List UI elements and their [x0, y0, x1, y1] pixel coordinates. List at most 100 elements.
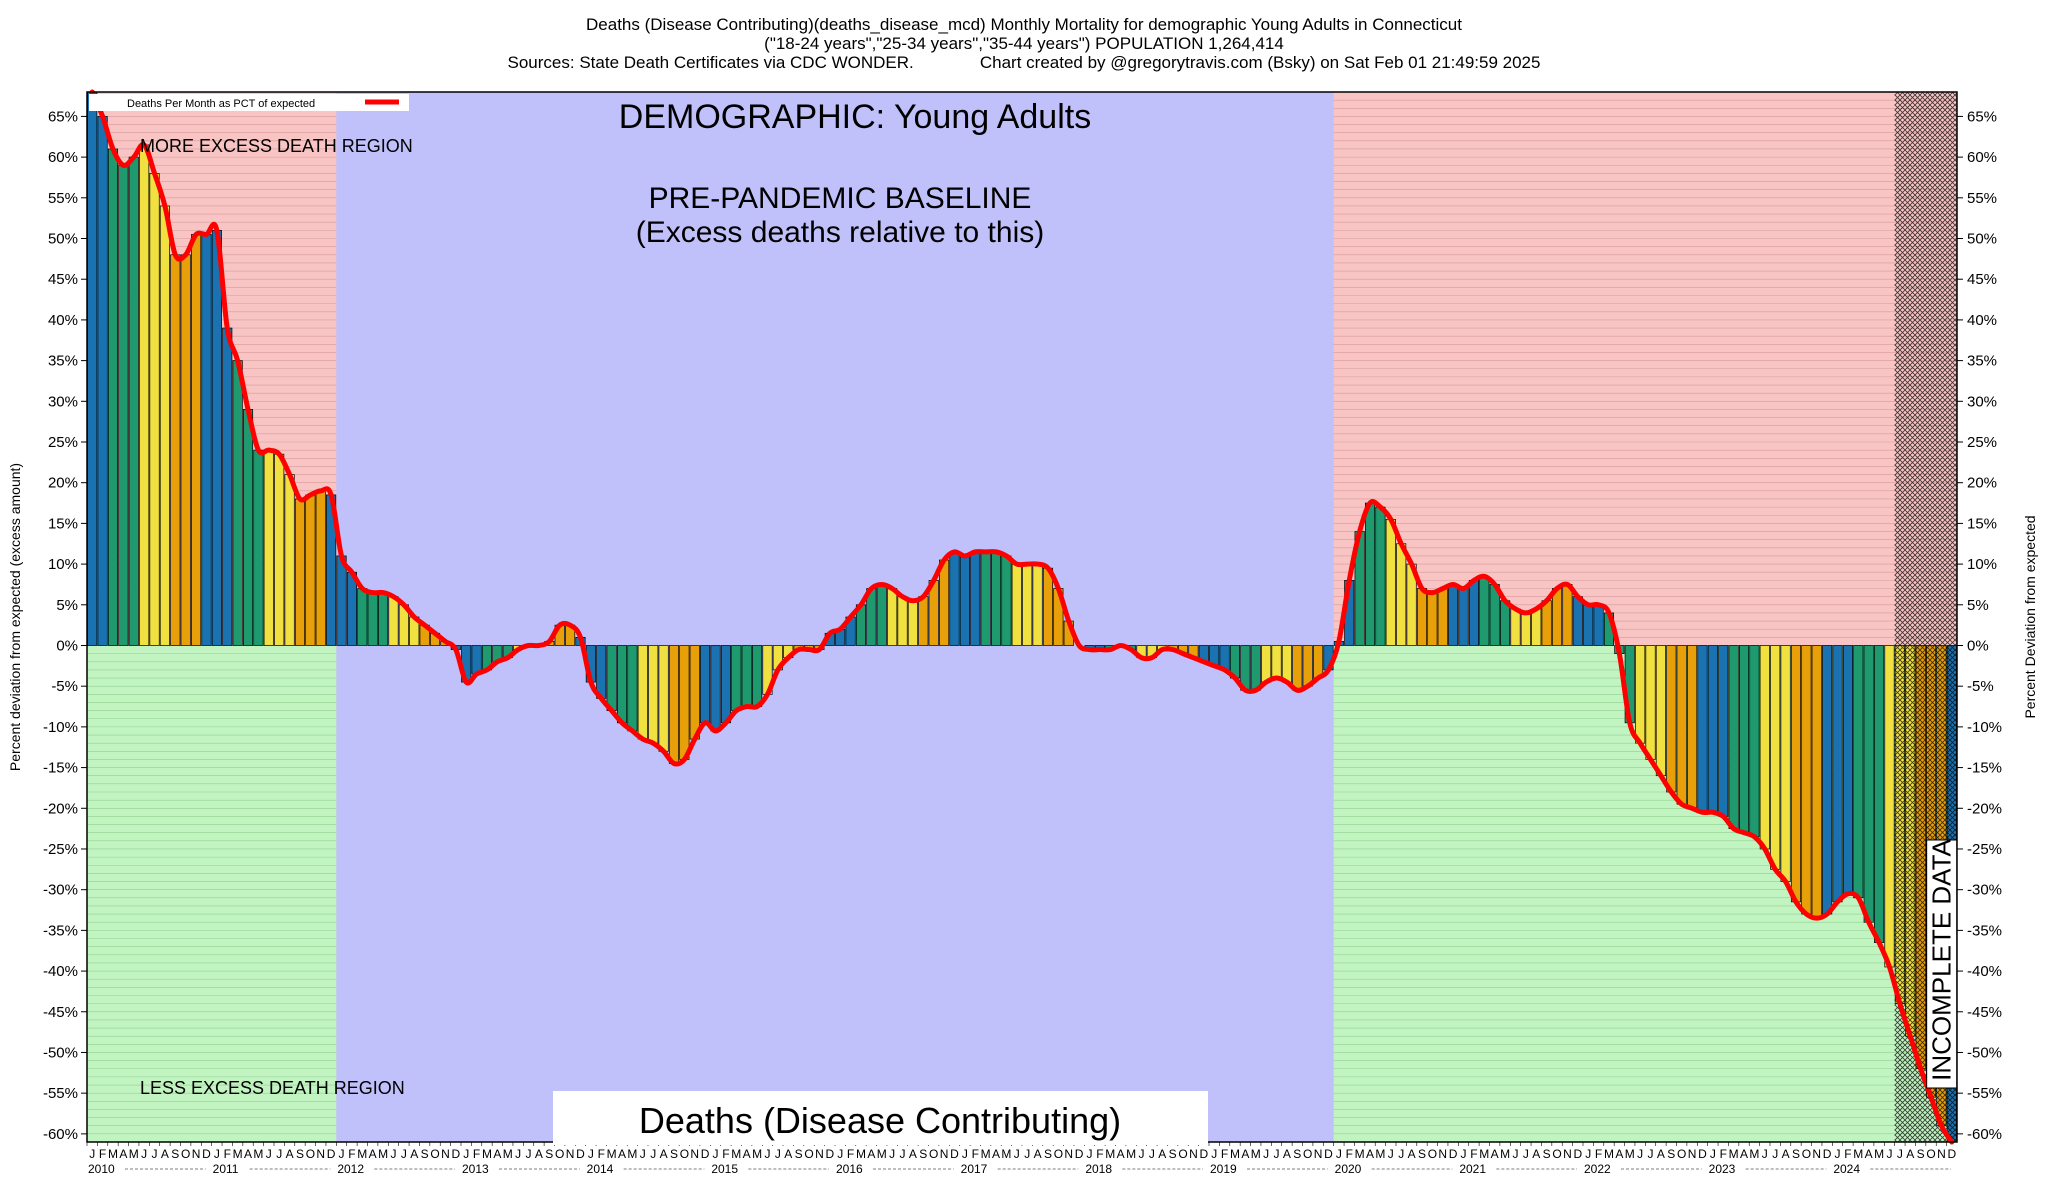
- y-tick-label-left: -5%: [51, 678, 78, 695]
- bar: [97, 116, 108, 646]
- x-tick-label: D: [202, 1147, 211, 1161]
- bar: [616, 645, 628, 724]
- x-tick-label: D: [1698, 1147, 1707, 1161]
- bar: [159, 205, 170, 646]
- bar: [1022, 563, 1033, 646]
- bar: [959, 555, 970, 646]
- chart-title-line-2: ("18-24 years","25-34 years","35-44 year…: [764, 34, 1284, 53]
- x-tick-label: D: [1573, 1147, 1582, 1161]
- bar: [731, 645, 742, 711]
- x-tick-label: A: [784, 1147, 792, 1161]
- x-tick-label: O: [1677, 1147, 1686, 1161]
- y-tick-label-right: 0%: [1967, 637, 1989, 654]
- bar: [1302, 645, 1313, 687]
- y-tick-label-right: -20%: [1967, 800, 2002, 817]
- x-tick-label: M: [1105, 1147, 1115, 1161]
- bar: [170, 254, 181, 646]
- x-year-label: 2021: [1459, 1162, 1486, 1176]
- bar: [1770, 645, 1781, 870]
- more-excess-region-label: MORE EXCESS DEATH REGION: [140, 136, 413, 156]
- x-tick-label: A: [1906, 1147, 1914, 1161]
- x-tick-label: J: [339, 1147, 345, 1161]
- x-tick-label: S: [1917, 1147, 1925, 1161]
- bar: [1832, 645, 1843, 903]
- x-tick-label: J: [1897, 1147, 1903, 1161]
- y-tick-label-right: -10%: [1967, 719, 2002, 736]
- bar: [1541, 600, 1552, 646]
- x-year-label: 2017: [961, 1162, 988, 1176]
- bar: [1593, 604, 1604, 646]
- bar: [1863, 645, 1874, 923]
- x-tick-label: F: [1470, 1147, 1477, 1161]
- bar: [378, 592, 389, 646]
- y-tick-label-left: 40%: [48, 312, 78, 329]
- x-tick-label: A: [660, 1147, 668, 1161]
- x-year-label: 2018: [1085, 1162, 1112, 1176]
- x-tick-label: N: [316, 1147, 325, 1161]
- y-tick-label-left: -25%: [43, 841, 78, 858]
- metric-label: Deaths (Disease Contributing): [639, 1100, 1121, 1141]
- bar: [1728, 645, 1739, 829]
- x-tick-label: A: [161, 1147, 169, 1161]
- x-tick-label: A: [286, 1147, 294, 1161]
- x-tick-label: M: [1126, 1147, 1136, 1161]
- x-tick-label: A: [244, 1147, 252, 1161]
- bar: [887, 588, 898, 646]
- bar: [305, 494, 316, 646]
- x-tick-label: F: [847, 1147, 854, 1161]
- x-tick-label: J: [889, 1147, 895, 1161]
- x-tick-label: F: [598, 1147, 605, 1161]
- x-year-label: 2013: [462, 1162, 489, 1176]
- x-tick-label: M: [627, 1147, 637, 1161]
- y-tick-label-left: -35%: [43, 922, 78, 939]
- x-tick-label: A: [119, 1147, 127, 1161]
- x-tick-label: A: [867, 1147, 875, 1161]
- bar: [1416, 588, 1428, 646]
- bar: [1822, 645, 1833, 915]
- x-tick-label: A: [1491, 1147, 1499, 1161]
- x-year-label: 2014: [587, 1162, 614, 1176]
- chart-title-line-1: Deaths (Disease Contributing)(deaths_dis…: [586, 15, 1462, 34]
- y-tick-label-right: 20%: [1967, 475, 1997, 492]
- x-tick-label: O: [1552, 1147, 1561, 1161]
- x-tick-label: F: [1096, 1147, 1103, 1161]
- bar: [1531, 608, 1542, 646]
- x-year-label: 2023: [1709, 1162, 1736, 1176]
- x-tick-label: J: [1014, 1147, 1020, 1161]
- y-tick-label-left: -50%: [43, 1044, 78, 1061]
- y-tick-label-left: 50%: [48, 231, 78, 248]
- bar: [1884, 645, 1895, 968]
- x-tick-label: J: [1710, 1147, 1716, 1161]
- x-tick-label: M: [1604, 1147, 1614, 1161]
- x-tick-label: M: [856, 1147, 866, 1161]
- x-tick-label: D: [1449, 1147, 1458, 1161]
- incomplete-data-label-box: [1926, 839, 1958, 1089]
- y-tick-label-right: 45%: [1967, 271, 1997, 288]
- y-tick-label-left: -40%: [43, 963, 78, 980]
- bar: [149, 173, 160, 646]
- x-tick-label: M: [1874, 1147, 1884, 1161]
- x-tick-label: J: [1637, 1147, 1643, 1161]
- x-tick-label: A: [1782, 1147, 1790, 1161]
- x-tick-label: A: [992, 1147, 1000, 1161]
- demographic-label: DEMOGRAPHIC: Young Adults: [619, 98, 1091, 136]
- bar: [180, 254, 191, 646]
- x-tick-label: O: [555, 1147, 564, 1161]
- x-tick-label: M: [233, 1147, 243, 1161]
- bar: [1042, 567, 1054, 646]
- x-tick-label: F: [473, 1147, 480, 1161]
- x-tick-label: M: [1729, 1147, 1739, 1161]
- bar: [1676, 645, 1687, 805]
- x-tick-label: M: [108, 1147, 118, 1161]
- x-year-label: 2019: [1210, 1162, 1237, 1176]
- bar: [720, 645, 731, 724]
- x-tick-label: F: [1346, 1147, 1353, 1161]
- x-tick-label: F: [722, 1147, 729, 1161]
- y-tick-label-right: 5%: [1967, 597, 1989, 614]
- y-tick-label-left: 15%: [48, 515, 78, 532]
- x-tick-label: M: [1001, 1147, 1011, 1161]
- x-tick-label: J: [526, 1147, 532, 1161]
- y-tick-label-left: 20%: [48, 475, 78, 492]
- x-tick-label: A: [410, 1147, 418, 1161]
